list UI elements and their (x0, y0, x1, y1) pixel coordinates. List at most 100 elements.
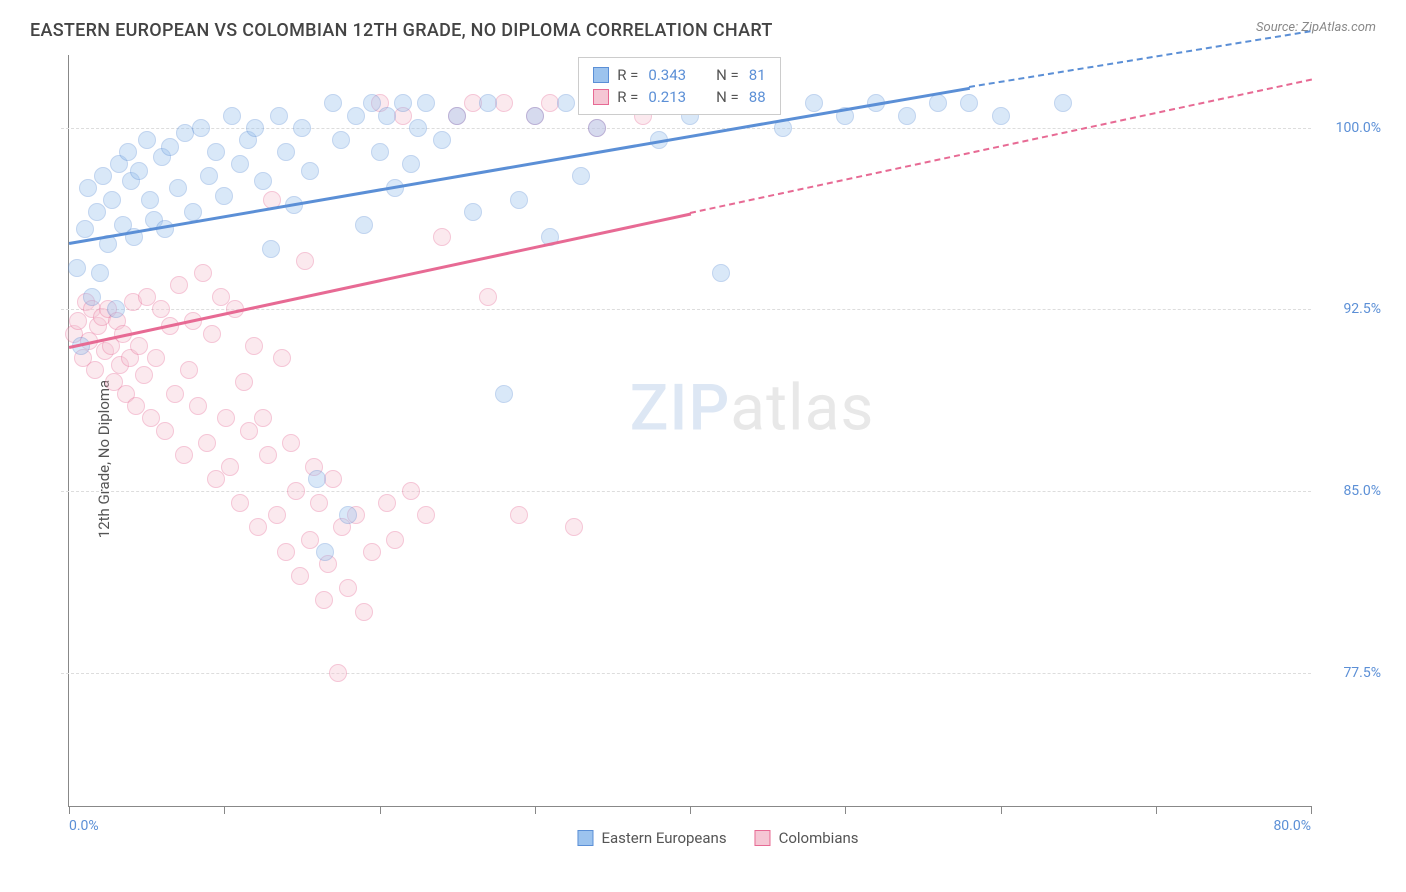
scatter-point (805, 94, 823, 112)
x-tick (69, 806, 70, 814)
scatter-point (94, 167, 112, 185)
n-label: N = (716, 66, 739, 84)
scatter-point (402, 155, 420, 173)
scatter-point (268, 506, 286, 524)
correlation-legend: R =0.343N =81R =0.213N =88 (578, 57, 780, 115)
scatter-point (152, 300, 170, 318)
scatter-point (207, 143, 225, 161)
n-value: 88 (749, 88, 766, 106)
scatter-point (332, 131, 350, 149)
legend-row: R =0.343N =81 (593, 64, 765, 86)
watermark-zip: ZIP (630, 370, 731, 445)
scatter-point (378, 494, 396, 512)
scatter-point (308, 470, 326, 488)
scatter-point (992, 107, 1010, 125)
scatter-point (169, 179, 187, 197)
scatter-point (495, 94, 513, 112)
scatter-point (433, 131, 451, 149)
y-tick-label: 92.5% (1343, 301, 1381, 317)
scatter-point (565, 518, 583, 536)
scatter-point (130, 337, 148, 355)
scatter-point (259, 446, 277, 464)
scatter-point (277, 543, 295, 561)
scatter-point (929, 94, 947, 112)
scatter-point (88, 203, 106, 221)
scatter-point (355, 603, 373, 621)
scatter-point (324, 94, 342, 112)
trendline (69, 86, 971, 244)
scatter-point (254, 172, 272, 190)
scatter-point (557, 94, 575, 112)
n-value: 81 (749, 66, 766, 84)
scatter-point (417, 506, 435, 524)
chart-container: 12th Grade, No Diploma 77.5%85.0%92.5%10… (50, 55, 1386, 862)
scatter-point (510, 506, 528, 524)
scatter-point (315, 591, 333, 609)
scatter-point (287, 482, 305, 500)
scatter-point (107, 300, 125, 318)
bottom-legend: Eastern Europeans Colombians (577, 829, 858, 847)
scatter-point (254, 409, 272, 427)
y-tick-label: 85.0% (1343, 483, 1381, 499)
legend-item: Eastern Europeans (577, 829, 726, 847)
legend-label: Eastern Europeans (601, 829, 726, 847)
scatter-point (231, 494, 249, 512)
x-tick (1311, 806, 1312, 814)
scatter-point (1054, 94, 1072, 112)
scatter-point (417, 94, 435, 112)
scatter-point (339, 579, 357, 597)
scatter-point (170, 276, 188, 294)
scatter-point (135, 366, 153, 384)
scatter-point (147, 349, 165, 367)
scatter-point (291, 567, 309, 585)
scatter-point (119, 143, 137, 161)
scatter-point (86, 361, 104, 379)
scatter-point (223, 107, 241, 125)
x-tick (1156, 806, 1157, 814)
x-tick (224, 806, 225, 814)
scatter-point (324, 470, 342, 488)
scatter-point (898, 107, 916, 125)
scatter-point (68, 259, 86, 277)
scatter-point (301, 531, 319, 549)
x-tick (690, 806, 691, 814)
scatter-point (156, 220, 174, 238)
scatter-point (138, 131, 156, 149)
scatter-point (386, 531, 404, 549)
x-tick (845, 806, 846, 814)
n-label: N = (716, 88, 739, 106)
scatter-point (464, 203, 482, 221)
x-tick (1001, 806, 1002, 814)
scatter-point (141, 191, 159, 209)
scatter-point (103, 191, 121, 209)
scatter-point (79, 179, 97, 197)
scatter-point (231, 155, 249, 173)
scatter-point (192, 119, 210, 137)
x-tick-label: 0.0% (69, 818, 99, 834)
legend-label: Colombians (779, 829, 859, 847)
scatter-point (371, 143, 389, 161)
scatter-point (245, 337, 263, 355)
gridline (61, 673, 1311, 674)
scatter-point (355, 216, 373, 234)
scatter-point (262, 240, 280, 258)
scatter-point (194, 264, 212, 282)
scatter-point (127, 397, 145, 415)
scatter-point (246, 119, 264, 137)
scatter-point (293, 119, 311, 137)
scatter-point (221, 458, 239, 476)
legend-row: R =0.213N =88 (593, 86, 765, 108)
scatter-point (510, 191, 528, 209)
scatter-point (712, 264, 730, 282)
scatter-point (316, 543, 334, 561)
scatter-point (394, 94, 412, 112)
legend-swatch (593, 89, 609, 105)
scatter-point (215, 187, 233, 205)
scatter-point (198, 434, 216, 452)
scatter-point (588, 119, 606, 137)
x-tick-label: 80.0% (1273, 818, 1311, 834)
legend-swatch (755, 830, 771, 846)
scatter-point (76, 220, 94, 238)
scatter-point (479, 94, 497, 112)
r-label: R = (617, 88, 638, 106)
